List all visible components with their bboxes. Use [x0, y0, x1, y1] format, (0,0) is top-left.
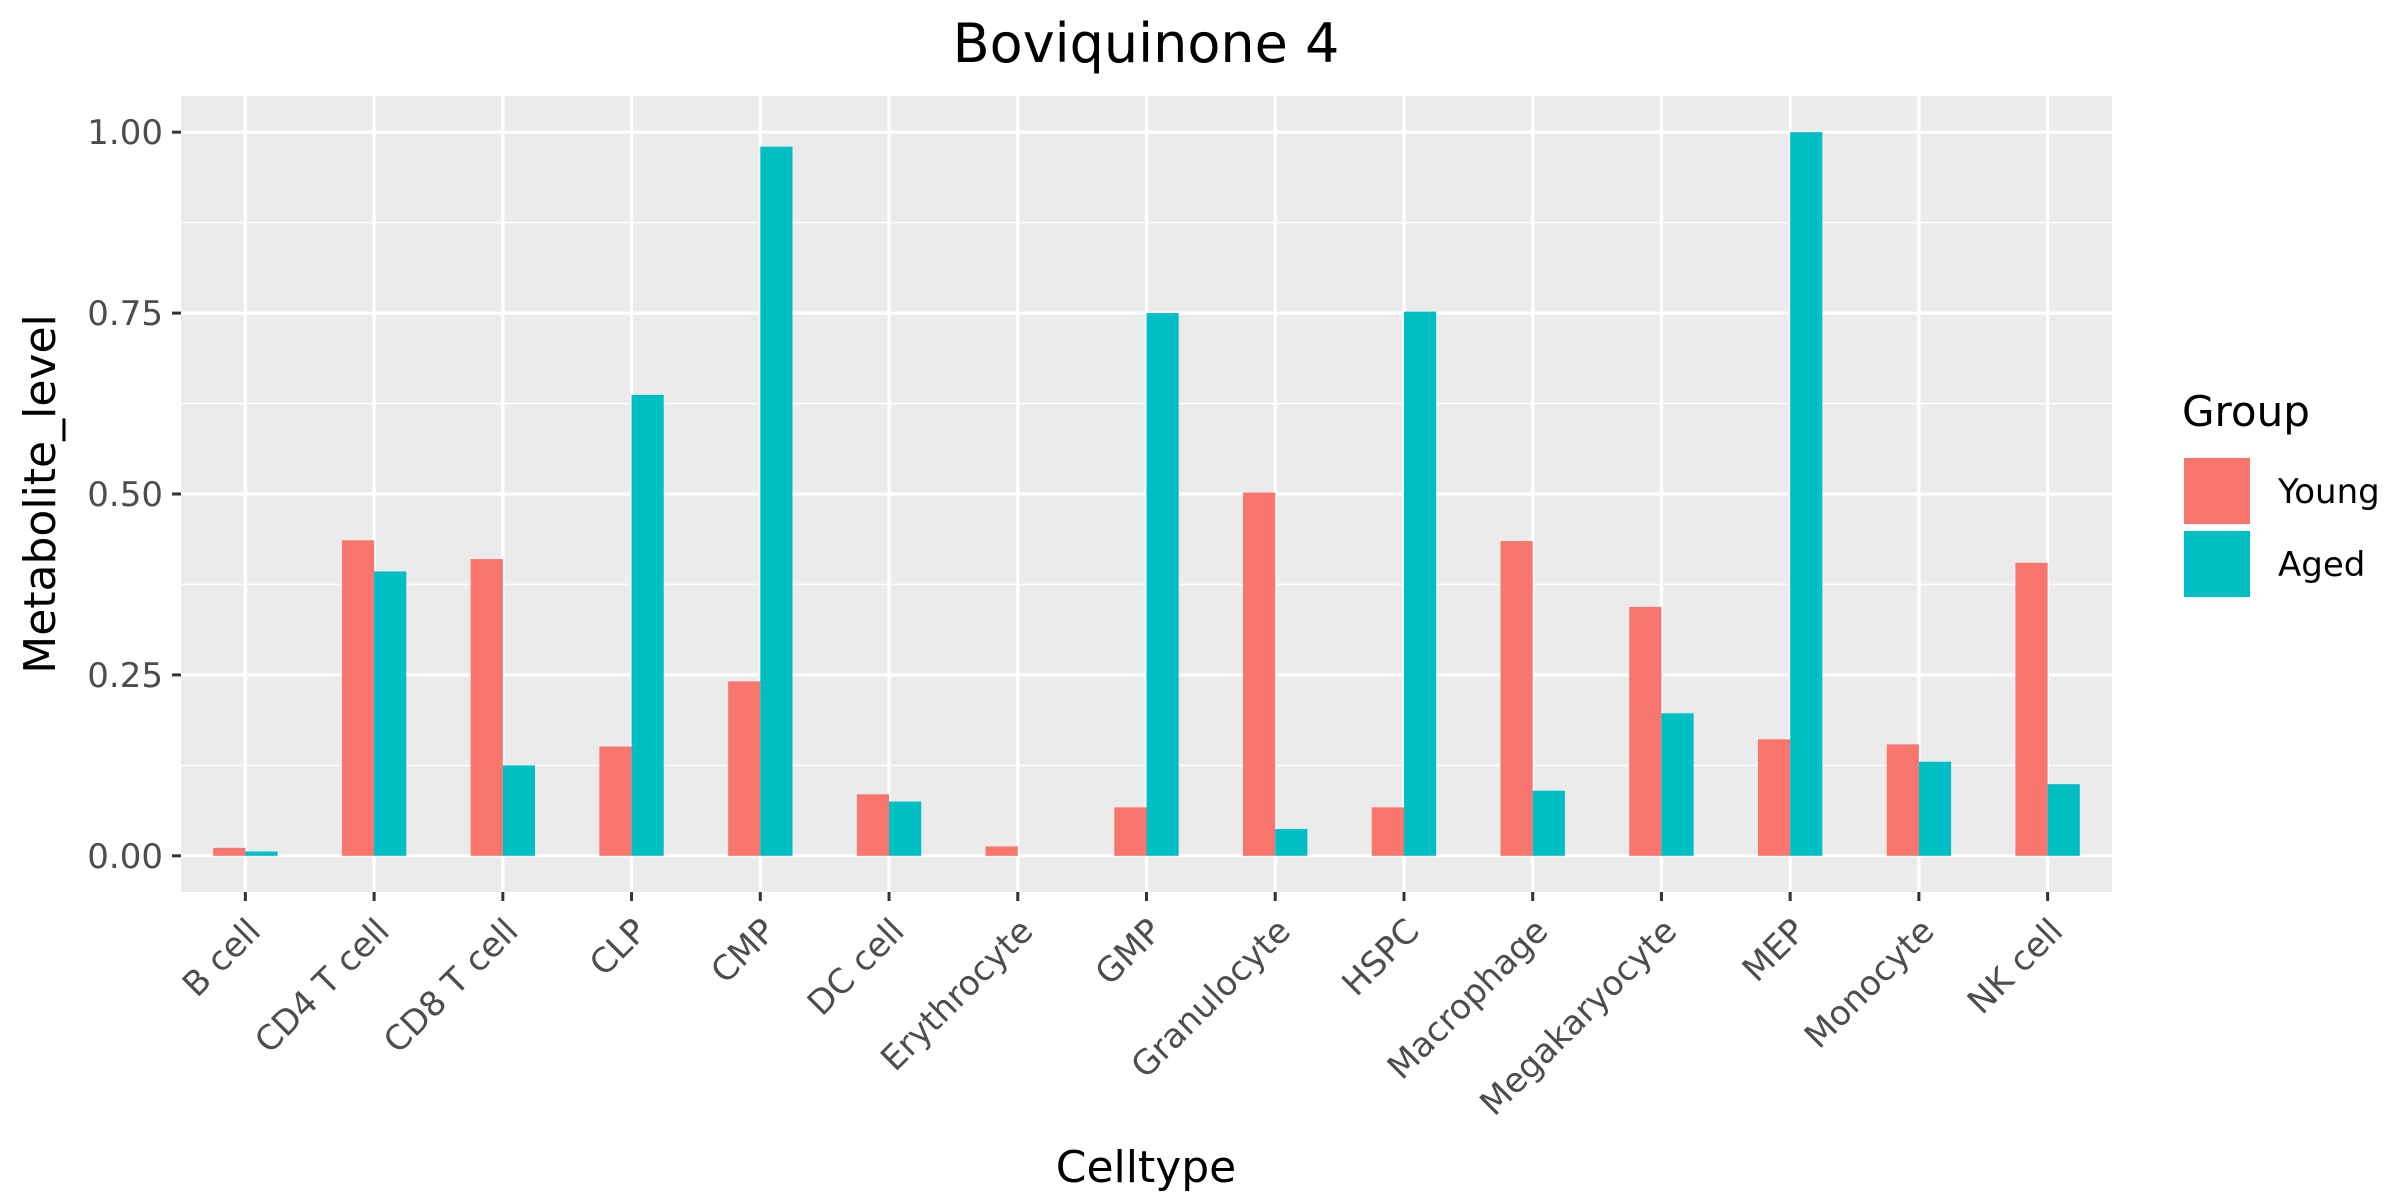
x-tick-label: CMP: [703, 911, 783, 991]
x-tick-label: MEP: [1735, 911, 1814, 990]
bar-aged-8: [1275, 829, 1308, 856]
bar-young-5: [856, 794, 890, 856]
bar-young-2: [470, 559, 503, 856]
bar-young-14: [2015, 562, 2048, 856]
y-tick-label: 0.75: [87, 294, 163, 334]
x-tick-label: CD4 T cell: [247, 911, 397, 1061]
bar-aged-9: [1403, 311, 1437, 856]
bar-aged-7: [1146, 313, 1179, 856]
bar-aged-11: [1661, 713, 1694, 856]
legend-label-young: Young: [2277, 472, 2380, 512]
legend: Group Young Aged: [2182, 387, 2380, 597]
legend-key-aged: [2184, 531, 2250, 597]
bar-young-11: [1629, 606, 1662, 856]
bar-aged-5: [889, 801, 922, 856]
bar-young-3: [599, 746, 632, 856]
bar-young-8: [1243, 492, 1276, 856]
bar-aged-4: [760, 146, 793, 856]
bar-aged-12: [1790, 132, 1823, 856]
bar-aged-1: [374, 571, 407, 856]
x-tick-label: GMP: [1088, 911, 1170, 993]
bar-young-6: [985, 846, 1018, 856]
bar-young-13: [1886, 744, 1919, 856]
bar-young-7: [1114, 807, 1147, 856]
bar-aged-3: [631, 394, 664, 856]
bar-young-10: [1500, 541, 1533, 856]
bar-aged-13: [1918, 761, 1952, 856]
legend-key-young: [2184, 458, 2250, 524]
bar-aged-0: [245, 851, 278, 856]
y-tick-label: 0.25: [87, 656, 163, 696]
bar-aged-10: [1532, 790, 1565, 856]
bar-aged-2: [502, 765, 536, 856]
y-axis-title: Metabolite_level: [15, 314, 66, 674]
legend-title: Group: [2182, 387, 2310, 436]
y-tick-label: 0.50: [87, 475, 163, 515]
bar-young-0: [213, 847, 246, 856]
x-axis-title: Celltype: [1056, 1142, 1237, 1193]
bar-young-12: [1757, 739, 1791, 856]
x-tick-label: NK cell: [1960, 911, 2071, 1022]
y-tick-label: 1.00: [87, 113, 163, 153]
y-axis: 0.00 0.25 0.50 0.75 1.00: [87, 113, 181, 877]
x-tick-label: DC cell: [800, 911, 913, 1024]
bar-young-9: [1371, 807, 1404, 856]
x-tick-label: HSPC: [1334, 911, 1427, 1004]
bar-young-1: [341, 540, 375, 856]
x-tick-label: Monocyte: [1797, 911, 1942, 1056]
x-tick-label: CD8 T cell: [376, 911, 526, 1061]
y-tick-label: 0.00: [87, 837, 163, 877]
bar-aged-14: [2047, 784, 2080, 856]
x-tick-label: B cell: [175, 911, 269, 1005]
chart-title: Boviquinone 4: [953, 12, 1340, 75]
x-tick-label: CLP: [582, 911, 655, 984]
bar-young-4: [728, 681, 761, 856]
bars: [213, 132, 2080, 856]
legend-label-aged: Aged: [2278, 545, 2365, 585]
